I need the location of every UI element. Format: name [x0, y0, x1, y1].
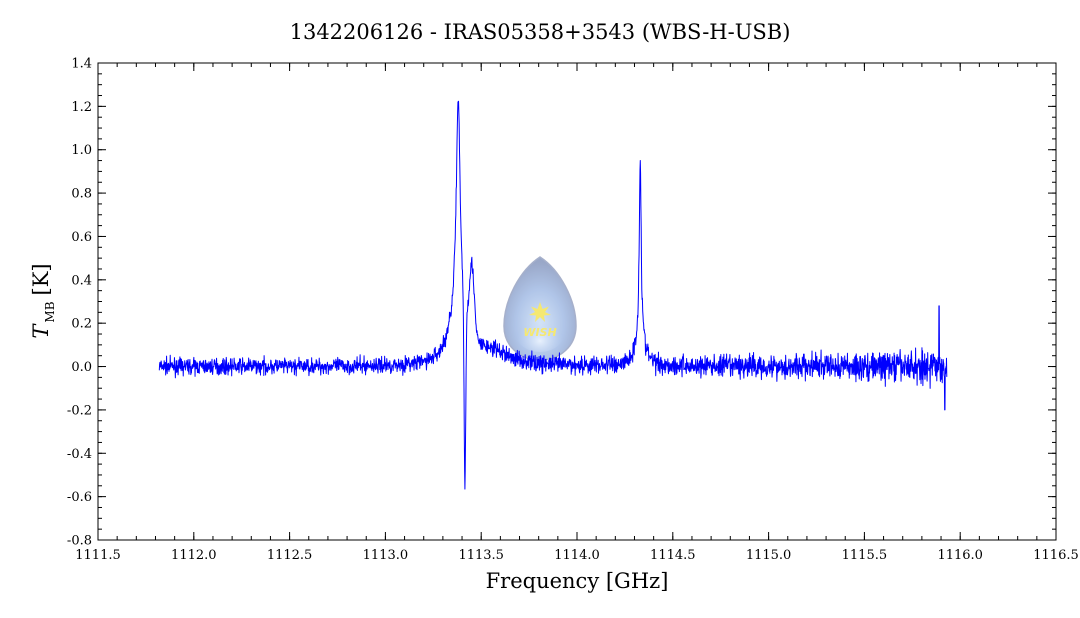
y-tick-label: -0.6 [67, 490, 92, 505]
x-tick-label: 1113.5 [458, 548, 504, 563]
y-tick-label: -0.4 [67, 447, 92, 462]
svg-text:TMB[K]: TMB [K] [29, 263, 57, 338]
y-tick-label: 1.2 [71, 100, 92, 115]
x-tick-label: 1114.5 [650, 548, 696, 563]
y-tick-label: 0.2 [71, 317, 92, 332]
y-axis-subscript: MB [43, 301, 57, 322]
x-tick-labels: 1111.5 1112.0 1112.5 1113.0 1113.5 1114.0 1114… [75, 548, 1079, 563]
y-tick-label: 0.0 [71, 360, 92, 375]
y-axis-symbol: T [29, 323, 53, 339]
x-tick-label: 1116.0 [937, 548, 983, 563]
y-axis-unit: [K] [29, 263, 53, 295]
x-tick-label: 1116.5 [1033, 548, 1079, 563]
axis-ticks [97, 62, 1057, 541]
chart-title: 1342206126 - IRAS05358+3543 (WBS-H-USB) [290, 20, 791, 44]
y-tick-label: 0.8 [71, 187, 92, 202]
x-tick-label: 1115.5 [842, 548, 888, 563]
wish-logo: WISH [503, 256, 577, 361]
x-tick-label: 1113.0 [363, 548, 409, 563]
y-tick-label: 1.4 [71, 57, 92, 72]
y-axis-title: TMB [K] [29, 263, 57, 338]
star-icon [529, 302, 551, 322]
logo-text: WISH [523, 326, 556, 339]
y-tick-label: 0.6 [71, 230, 92, 245]
y-tick-label: 1.0 [71, 143, 92, 158]
x-tick-label: 1112.5 [267, 548, 313, 563]
x-tick-label: 1111.5 [75, 548, 121, 563]
y-tick-label: -0.2 [67, 403, 92, 418]
x-tick-label: 1114.0 [554, 548, 600, 563]
y-tick-label: 0.4 [71, 273, 92, 288]
y-tick-label: -0.8 [67, 534, 92, 549]
plot-frame [97, 62, 1057, 541]
x-tick-label: 1112.0 [171, 548, 217, 563]
spectrum-line [158, 100, 948, 490]
x-axis-title: Frequency [GHz] [486, 569, 669, 593]
x-tick-label: 1115.0 [746, 548, 792, 563]
y-tick-labels: -0.8 -0.6 -0.4 -0.2 0.0 0.2 0.4 0.6 0.8 1.0 1.2 1.4 [67, 57, 92, 549]
